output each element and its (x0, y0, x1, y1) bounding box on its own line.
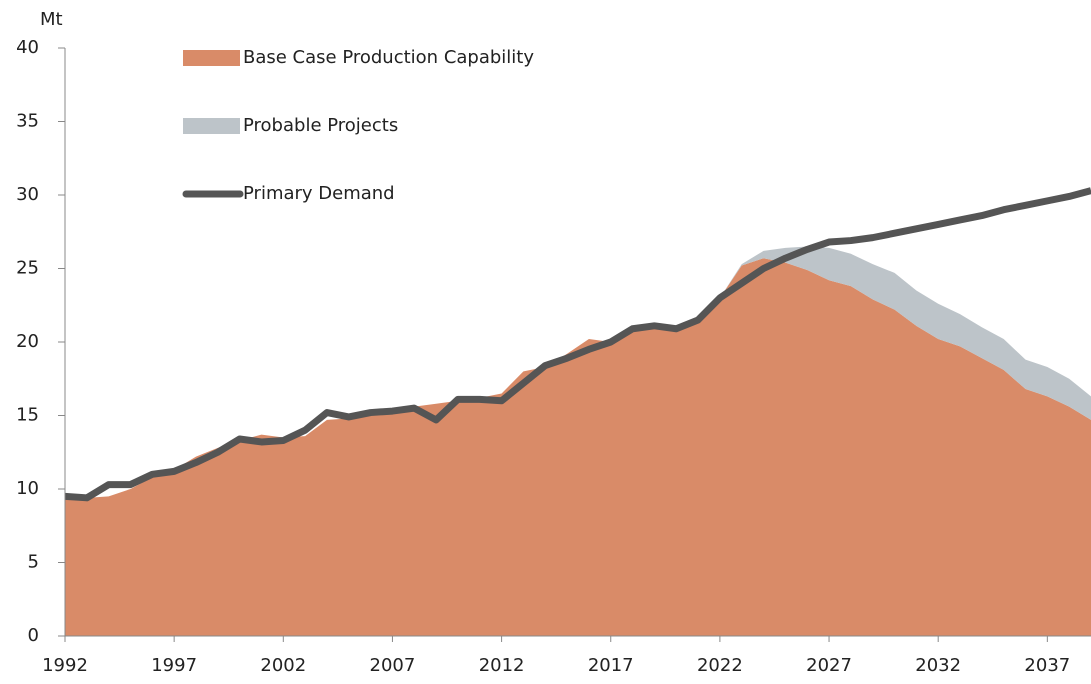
y-tick-label: 25 (16, 258, 39, 279)
y-tick-label: 10 (16, 478, 39, 499)
y-tick-label: 20 (16, 331, 39, 352)
legend-swatch (183, 118, 240, 134)
x-tick-label: 1992 (42, 655, 88, 676)
y-tick-label: 40 (16, 37, 39, 58)
x-tick-label: 2012 (479, 655, 525, 676)
legend-swatch (183, 50, 240, 66)
y-tick-label: 35 (16, 111, 39, 132)
x-tick-label: 2027 (806, 655, 852, 676)
y-tick-label: 0 (28, 625, 39, 646)
x-tick-label: 2002 (260, 655, 306, 676)
x-tick-label: 2037 (1024, 655, 1070, 676)
y-axis-label: Mt (40, 9, 63, 30)
y-tick-label: 15 (16, 405, 39, 426)
x-tick-label: 2032 (915, 655, 961, 676)
y-tick-label: 30 (16, 184, 39, 205)
y-tick-label: 5 (28, 552, 39, 573)
area (65, 258, 1091, 636)
x-tick-label: 2017 (588, 655, 634, 676)
x-tick-label: 2022 (697, 655, 743, 676)
x-tick-label: 2007 (370, 655, 416, 676)
legend-label: Primary Demand (243, 183, 395, 204)
x-tick-label: 1997 (151, 655, 197, 676)
legend-label: Probable Projects (243, 115, 398, 136)
legend-label: Base Case Production Capability (243, 47, 534, 68)
line (64, 187, 1091, 502)
